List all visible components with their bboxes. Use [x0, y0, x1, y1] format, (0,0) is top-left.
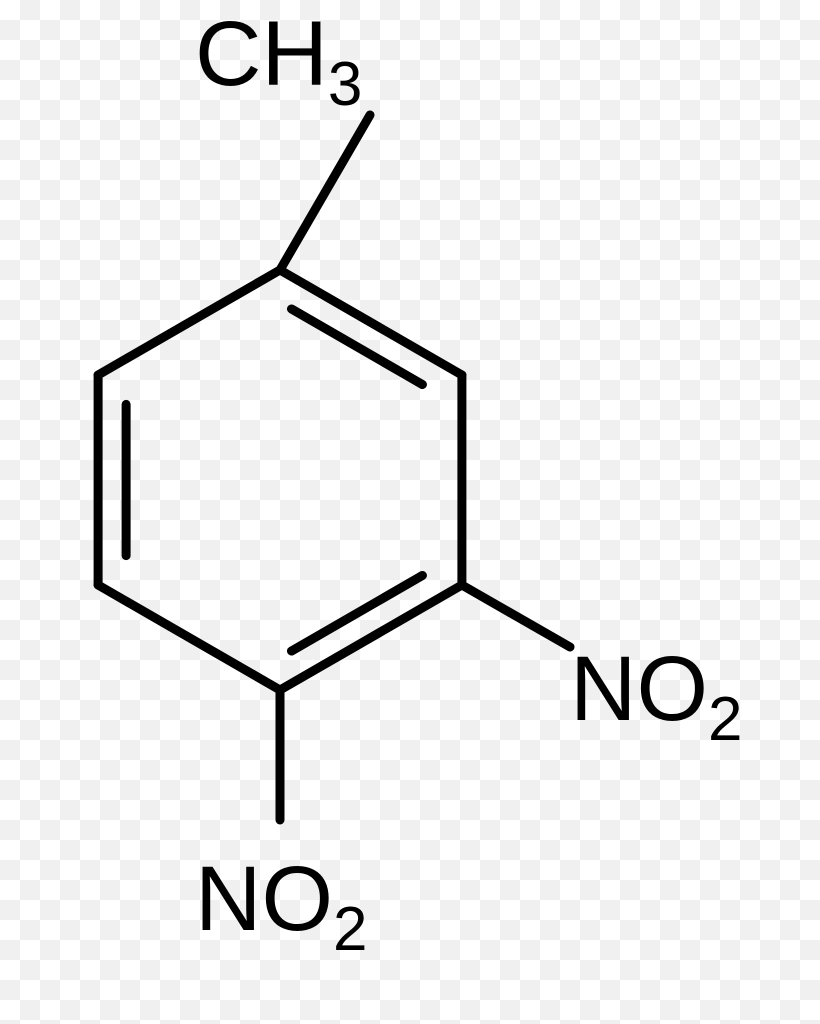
- substituent-label: NO2: [195, 848, 367, 964]
- substituent-bond: [280, 115, 370, 270]
- substituent-bond: [462, 585, 570, 647]
- benzene-ring: [98, 270, 462, 690]
- molecule-diagram: CH3 NO2 NO2: [0, 0, 820, 1024]
- substituent-bonds: [280, 115, 570, 820]
- substituent-label: NO2: [570, 638, 742, 754]
- substituent-label: CH3: [195, 3, 362, 119]
